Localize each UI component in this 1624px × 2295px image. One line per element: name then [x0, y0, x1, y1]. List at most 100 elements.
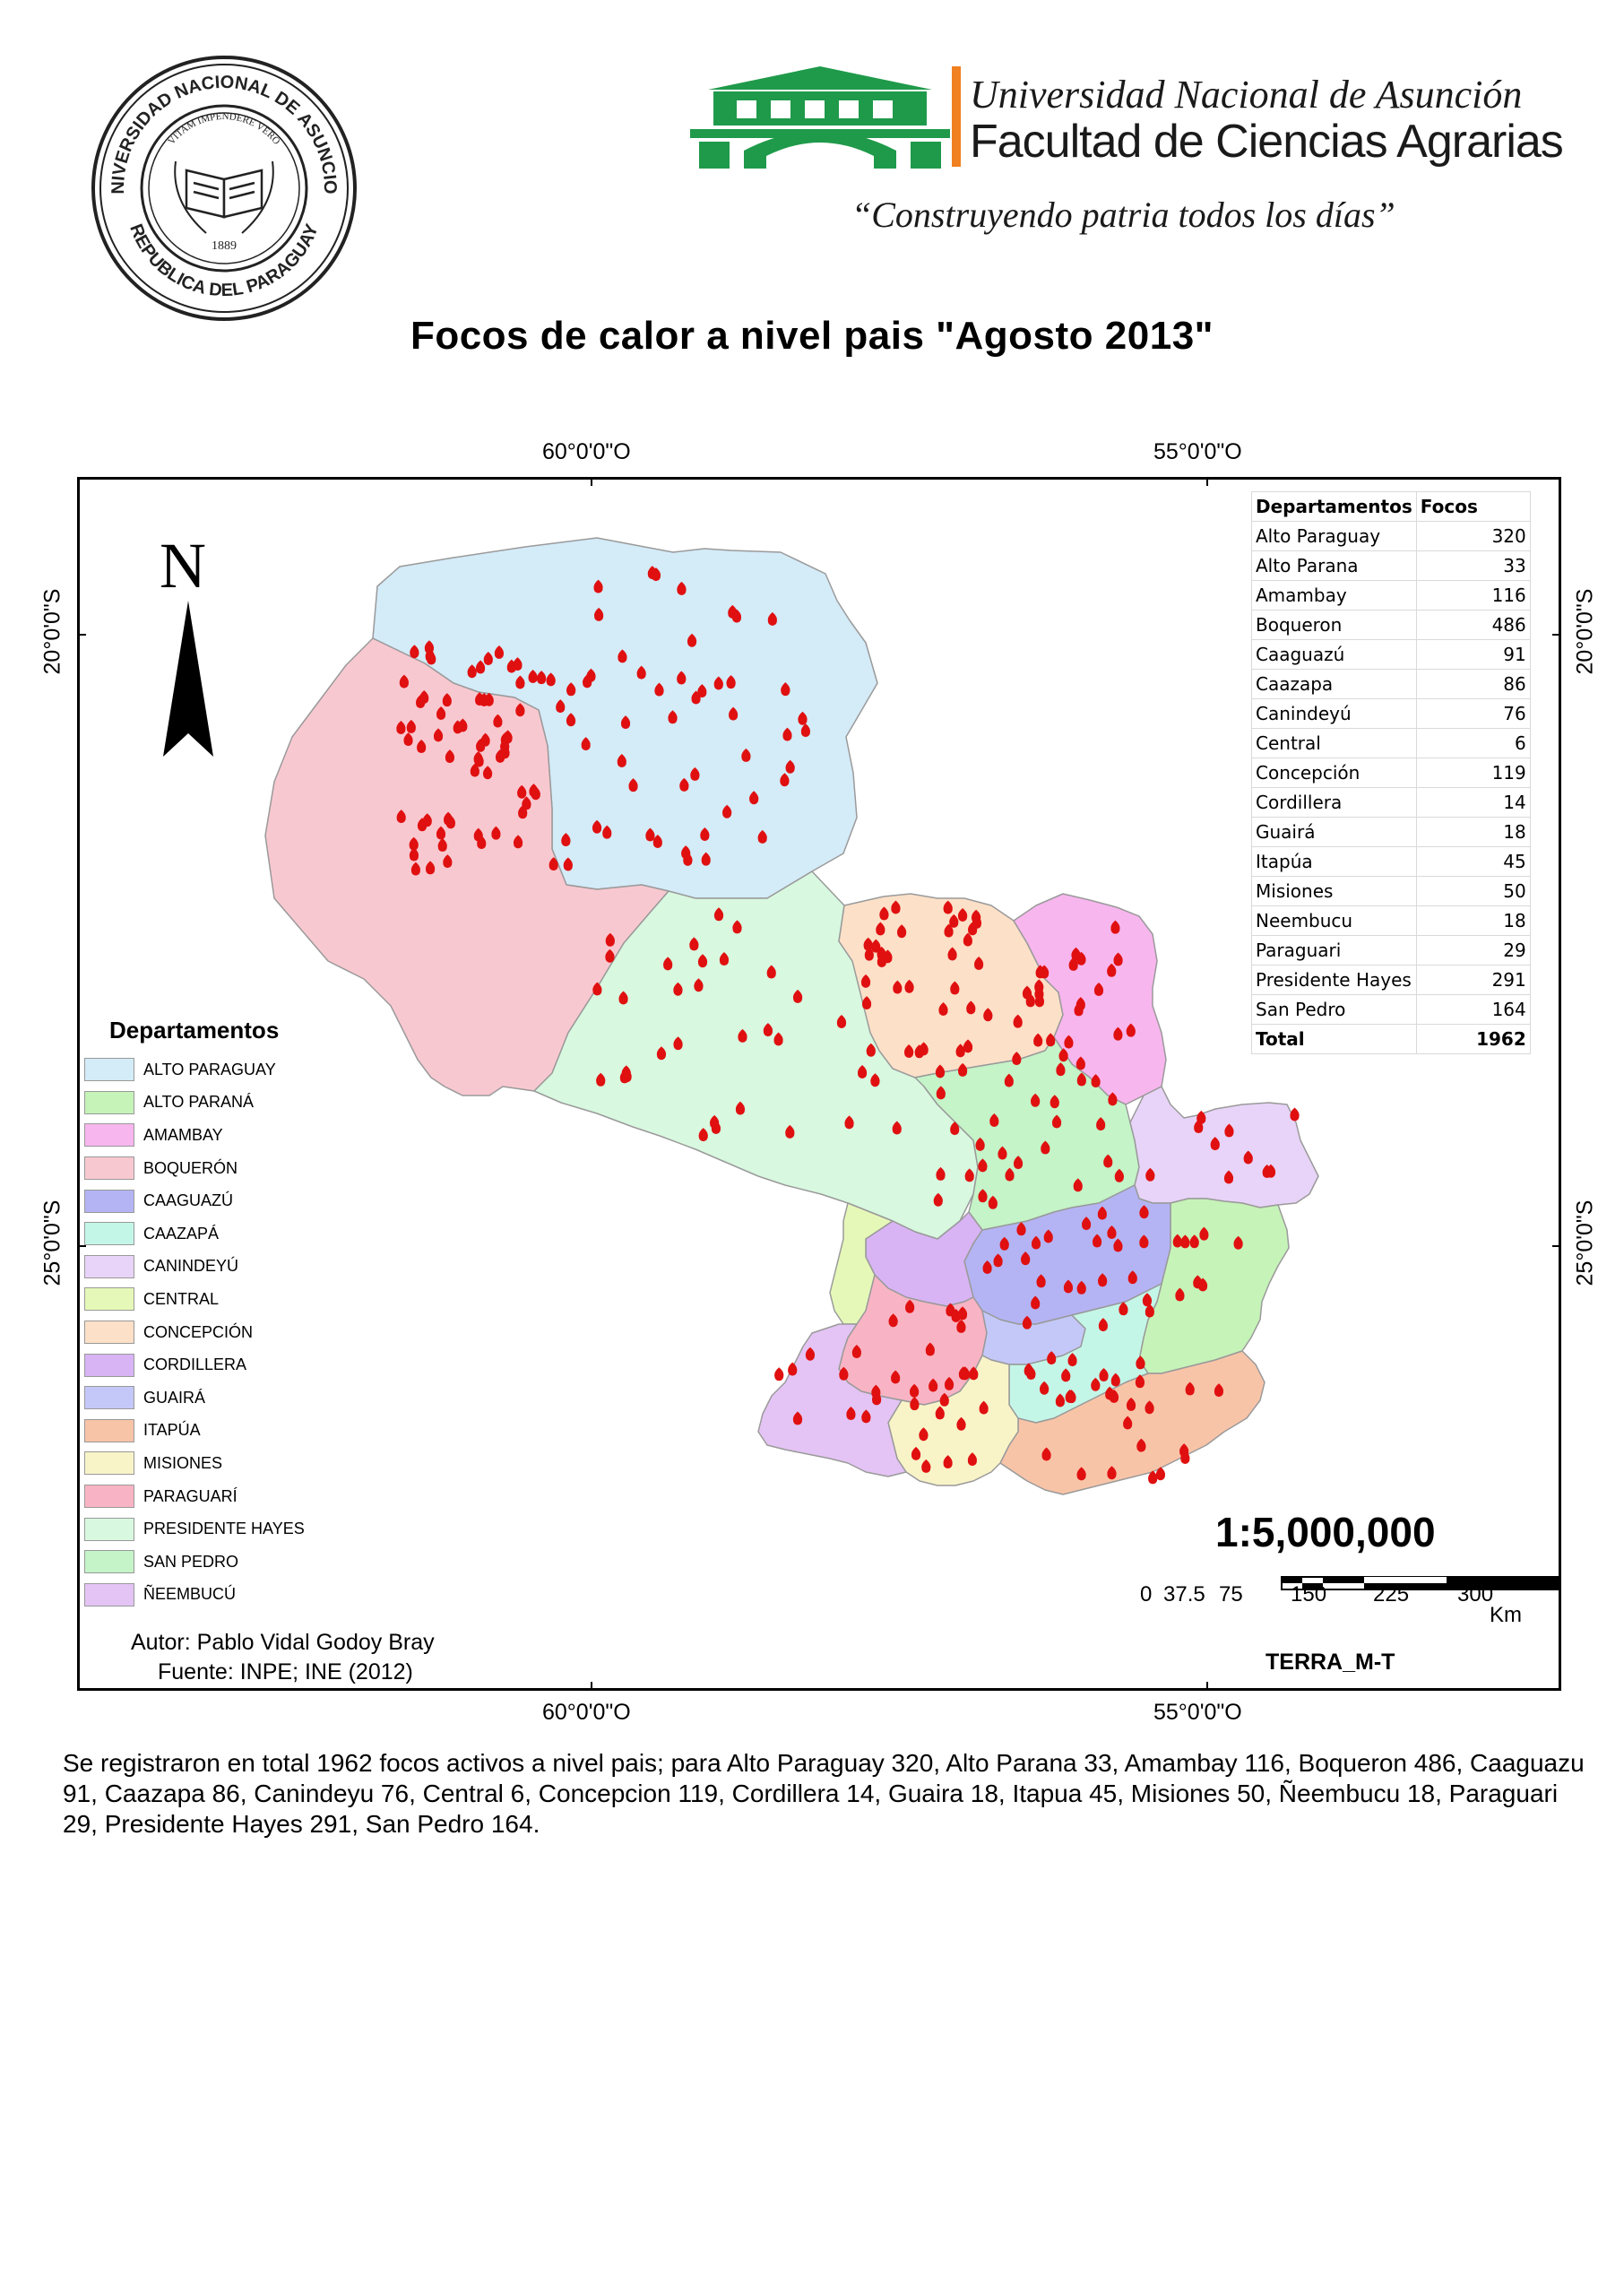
hotspot-icon — [989, 1113, 999, 1127]
hotspot-icon — [893, 980, 903, 994]
hotspot-icon — [1012, 1052, 1022, 1066]
hotspot-icon — [1068, 957, 1078, 971]
dept-focos: 320 — [1415, 521, 1531, 551]
hotspot-icon — [943, 900, 953, 914]
hotspot-icon — [904, 1299, 915, 1313]
hotspot-icon — [851, 1345, 862, 1359]
hotspot-icon — [1076, 1072, 1086, 1087]
hotspot-icon — [620, 715, 631, 730]
hotspot-icon — [698, 1128, 708, 1142]
hotspot-icon — [656, 1046, 667, 1061]
hotspot-icon — [1004, 1073, 1014, 1087]
legend-swatch — [84, 1254, 134, 1278]
hotspot-icon — [767, 611, 778, 626]
hotspot-icon — [785, 759, 795, 774]
legend-item: CAAGUAZÚ — [84, 1184, 305, 1217]
hotspot-icon — [1051, 1114, 1062, 1129]
hotspot-icon — [482, 766, 493, 780]
hotspot-icon — [677, 581, 687, 595]
hotspot-icon — [888, 1313, 898, 1328]
hotspot-icon — [536, 671, 547, 685]
hotspot-icon — [969, 1366, 979, 1381]
hotspot-icon — [726, 675, 736, 689]
hotspot-icon — [871, 1384, 881, 1399]
legend-label: ALTO PARANÁ — [143, 1093, 255, 1112]
hotspot-icon — [993, 1253, 1003, 1268]
hotspot-icon — [1108, 1092, 1118, 1106]
hotspot-icon — [1179, 1443, 1189, 1458]
hotspot-icon — [700, 827, 710, 842]
hotspot-icon — [436, 706, 446, 721]
hotspot-icon — [1139, 1234, 1149, 1249]
hotspot-icon — [957, 907, 968, 922]
legend-label: GUAIRÁ — [143, 1388, 206, 1407]
hotspot-icon — [973, 957, 984, 971]
hotspot-icon — [896, 924, 907, 939]
hotspot-icon — [645, 827, 655, 842]
dept-focos: 29 — [1415, 935, 1531, 966]
hotspot-icon — [967, 1452, 978, 1467]
hotspot-icon — [1266, 1164, 1276, 1178]
hotspot-icon — [583, 674, 592, 688]
hotspot-icon — [592, 982, 602, 996]
hotspot-icon — [683, 852, 693, 866]
legend-label: ALTO PARAGUAY — [143, 1060, 276, 1078]
table-row: Paraguari 29 — [1251, 935, 1531, 966]
hotspot-icon — [713, 676, 723, 690]
hotspot-icon — [1034, 986, 1044, 1000]
hotspot-icon — [701, 852, 711, 866]
region-itapua — [999, 1350, 1266, 1495]
hotspot-icon — [947, 947, 957, 961]
dept-name: Alto Parana — [1251, 550, 1417, 581]
region-canindeyu — [1129, 1086, 1319, 1208]
dept-focos: 91 — [1415, 639, 1531, 670]
legend-swatch — [84, 1550, 134, 1574]
dept-name: Presidente Hayes — [1251, 965, 1417, 995]
hotspot-icon — [443, 811, 454, 826]
scale-tick-2: 75 — [1219, 1582, 1243, 1606]
hotspot-icon — [978, 1189, 988, 1203]
hotspot-icon — [957, 1062, 968, 1077]
total-value: 1962 — [1415, 1024, 1531, 1054]
table-row: Cordillera 14 — [1251, 787, 1531, 818]
hotspot-icon — [563, 857, 573, 871]
dept-name: Central — [1251, 728, 1417, 758]
hotspot-icon — [877, 953, 887, 967]
faculty-name: Facultad de Ciencias Agrarias — [970, 116, 1564, 168]
hotspot-icon — [1092, 1234, 1102, 1248]
hotspot-icon — [709, 1114, 720, 1129]
hotspot-icon — [410, 645, 419, 659]
coord-bottom-right: 55°0'0"O — [1153, 1700, 1242, 1725]
hotspot-icon — [549, 857, 558, 871]
hotspot-icon — [763, 1023, 773, 1037]
legend-swatch — [84, 1353, 134, 1377]
hotspot-icon — [546, 672, 556, 687]
hotspot-icon — [1016, 1222, 1026, 1236]
hotspot-icon — [988, 1195, 998, 1209]
hotspot-icon — [861, 1409, 871, 1424]
hotspot-icon — [1074, 1002, 1084, 1017]
hotspot-icon — [939, 1392, 949, 1407]
hotspot-icon — [1013, 1156, 1024, 1170]
coord-right-upper: 20°0'0"S — [1572, 588, 1598, 675]
legend-label: SAN PEDRO — [143, 1552, 239, 1571]
hotspot-icon — [773, 1032, 783, 1046]
hotspot-icon — [406, 719, 416, 733]
hotspot-icon — [409, 847, 419, 862]
hotspot-icon — [1107, 1225, 1117, 1239]
hotspot-icon — [1123, 1416, 1133, 1430]
legend-item: ALTO PARAGUAY — [84, 1053, 305, 1087]
hotspot-icon — [975, 1137, 985, 1151]
hotspot-icon — [1046, 1033, 1056, 1047]
hotspot-icon — [1105, 1386, 1115, 1400]
hotspot-icon — [1223, 1170, 1234, 1184]
hotspot-icon — [766, 965, 776, 979]
hotspot-icon — [399, 674, 410, 688]
legend-swatch — [84, 1386, 134, 1410]
hotspot-icon — [1030, 1093, 1041, 1107]
hotspot-icon — [443, 854, 453, 869]
legend-item: PARAGUARÍ — [84, 1480, 305, 1513]
hotspot-icon — [528, 669, 538, 683]
hotspot-icon — [1058, 1048, 1068, 1062]
total-label: Total — [1251, 1024, 1417, 1054]
